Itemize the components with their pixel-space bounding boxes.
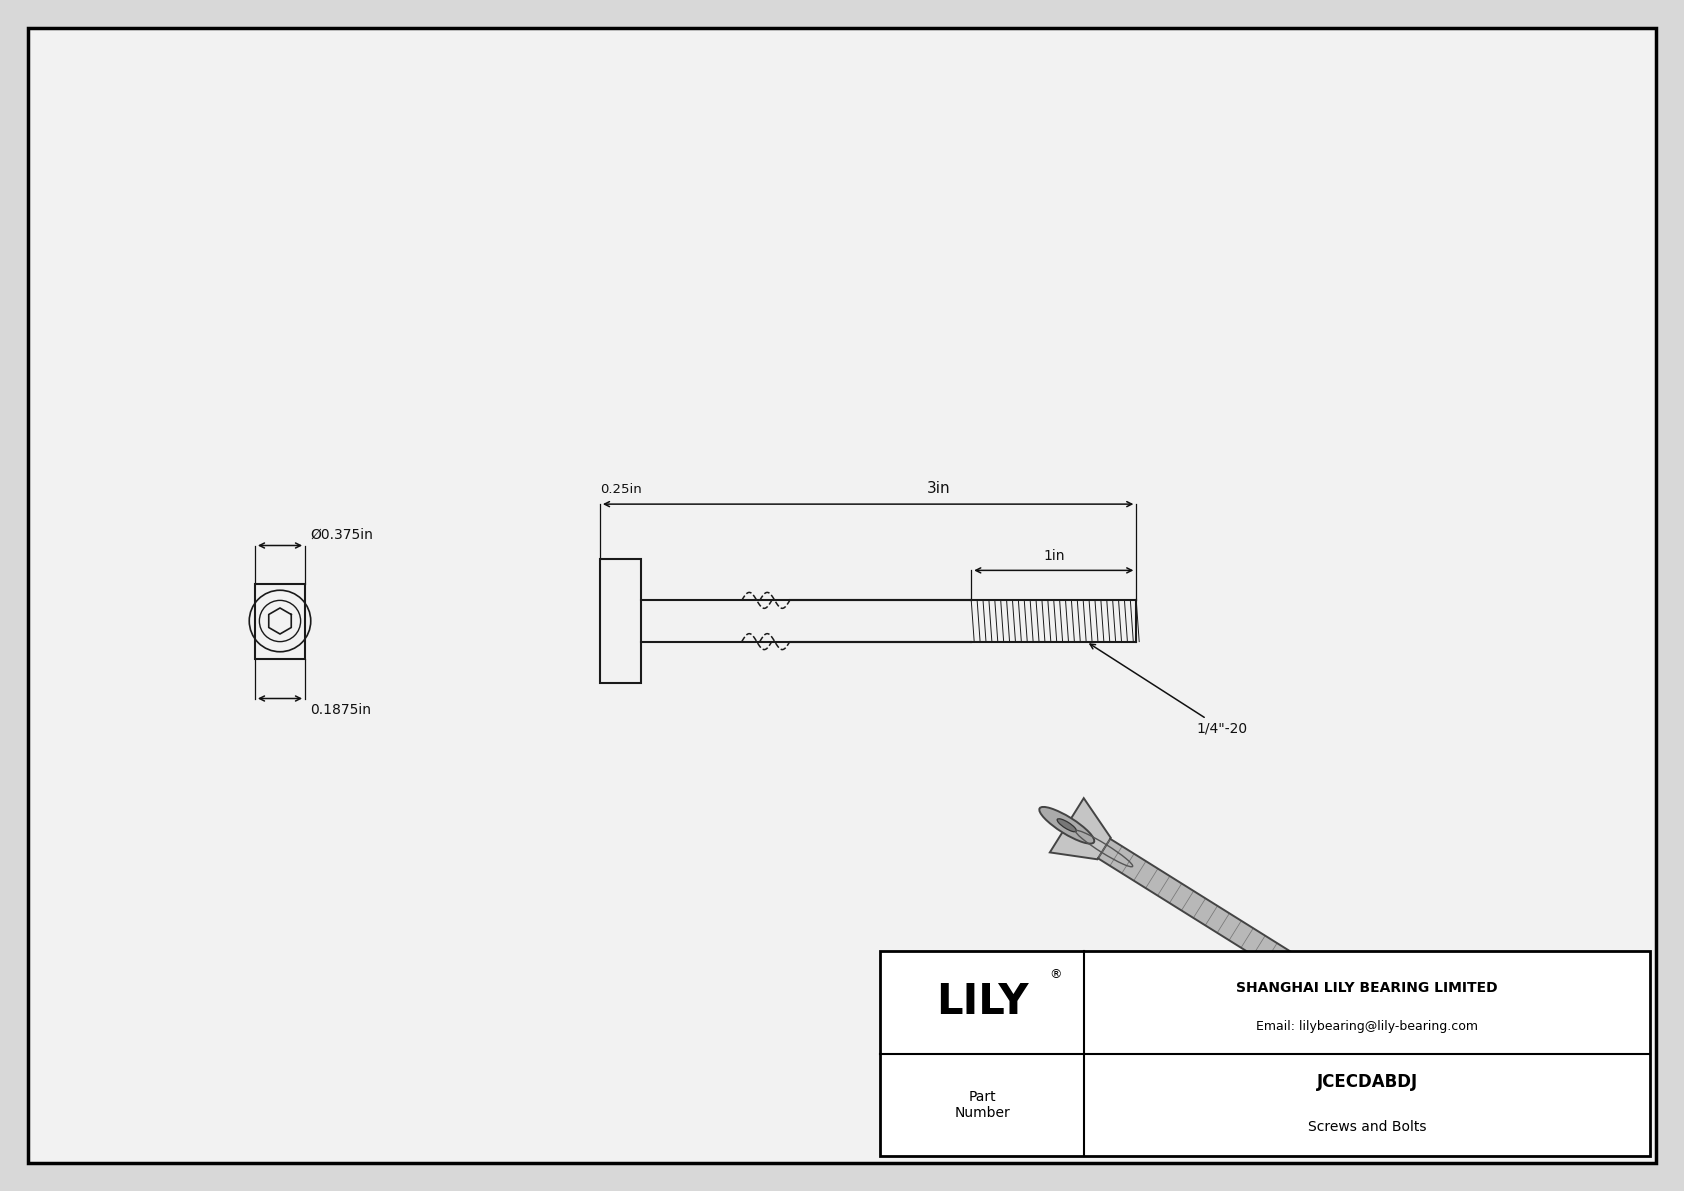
Ellipse shape — [1524, 1110, 1543, 1123]
Text: JCECDABDJ: JCECDABDJ — [1317, 1073, 1418, 1091]
Text: Ø0.375in: Ø0.375in — [310, 528, 372, 542]
Text: 3in: 3in — [926, 481, 950, 497]
Text: 1in: 1in — [1042, 549, 1064, 563]
Text: 0.1875in: 0.1875in — [310, 704, 370, 717]
Polygon shape — [1098, 838, 1539, 1127]
Ellipse shape — [1039, 807, 1095, 843]
Text: 0.25in: 0.25in — [600, 484, 642, 497]
Text: ®: ® — [1049, 968, 1061, 980]
Text: Email: lilybearing@lily-bearing.com: Email: lilybearing@lily-bearing.com — [1256, 1021, 1479, 1034]
Text: Part
Number: Part Number — [955, 1090, 1010, 1120]
Text: SHANGHAI LILY BEARING LIMITED: SHANGHAI LILY BEARING LIMITED — [1236, 981, 1497, 994]
Text: Screws and Bolts: Screws and Bolts — [1308, 1121, 1426, 1134]
Text: 1/4"-20: 1/4"-20 — [1090, 644, 1248, 736]
Bar — [881, 950, 1650, 1156]
Bar — [254, 584, 305, 659]
Bar — [600, 559, 642, 682]
Polygon shape — [1049, 798, 1111, 860]
Ellipse shape — [1058, 818, 1076, 831]
Text: LILY: LILY — [936, 981, 1029, 1023]
